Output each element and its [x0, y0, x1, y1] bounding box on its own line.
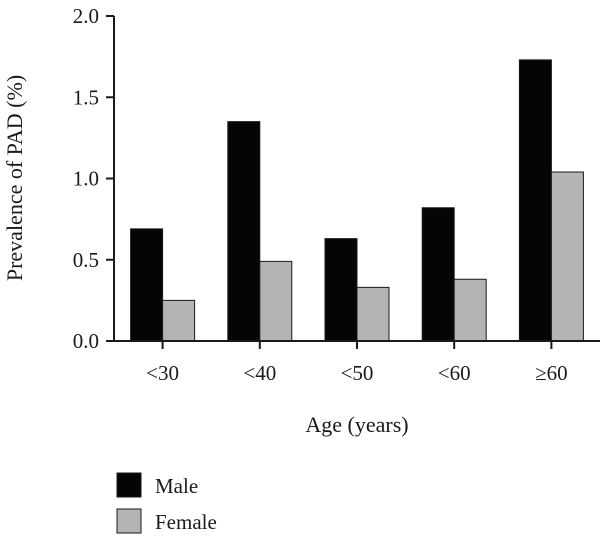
- y-ticks: 0.0 0.5 1.0 1.5 2.0: [73, 4, 114, 353]
- x-tick-label: <50: [341, 361, 374, 385]
- bar-female-1: [259, 260, 293, 342]
- legend-item-male: Male: [116, 472, 198, 498]
- y-axis-title: Prevalence of PAD (%): [2, 75, 27, 281]
- bar-male-1: [227, 121, 261, 342]
- legend-label-male: Male: [155, 474, 198, 498]
- bar-female-3: [453, 278, 487, 342]
- x-tick-label: <60: [438, 361, 471, 385]
- y-tick-label: 0.5: [73, 248, 99, 272]
- x-tick-label: <30: [146, 361, 179, 385]
- y-tick-label: 0.0: [73, 329, 99, 353]
- bar-male-0: [130, 228, 164, 342]
- legend-swatch-female: [116, 508, 142, 534]
- bar-female-2: [356, 286, 390, 342]
- legend-swatch-male: [116, 472, 142, 498]
- y-tick-label: 2.0: [73, 4, 99, 28]
- legend-label-female: Female: [155, 510, 217, 534]
- y-tick-label: 1.5: [73, 85, 99, 109]
- x-tick-label: <40: [243, 361, 276, 385]
- x-axis-title: Age (years): [305, 412, 408, 437]
- bar-male-4: [518, 59, 552, 342]
- legend: Male Female: [116, 472, 217, 534]
- bar-female-0: [162, 299, 196, 342]
- x-ticks: <30 <40 <50 <60 ≥60: [146, 341, 568, 385]
- legend-item-female: Female: [116, 508, 217, 534]
- y-tick-label: 1.0: [73, 167, 99, 191]
- bars: [130, 59, 584, 342]
- bar-female-4: [550, 171, 584, 342]
- plot-area: 0.0 0.5 1.0 1.5 2.0 <30 <40 <50 <60 ≥60: [73, 4, 600, 385]
- bar-male-3: [421, 207, 455, 342]
- bar-male-2: [324, 238, 358, 342]
- x-tick-label: ≥60: [535, 361, 568, 385]
